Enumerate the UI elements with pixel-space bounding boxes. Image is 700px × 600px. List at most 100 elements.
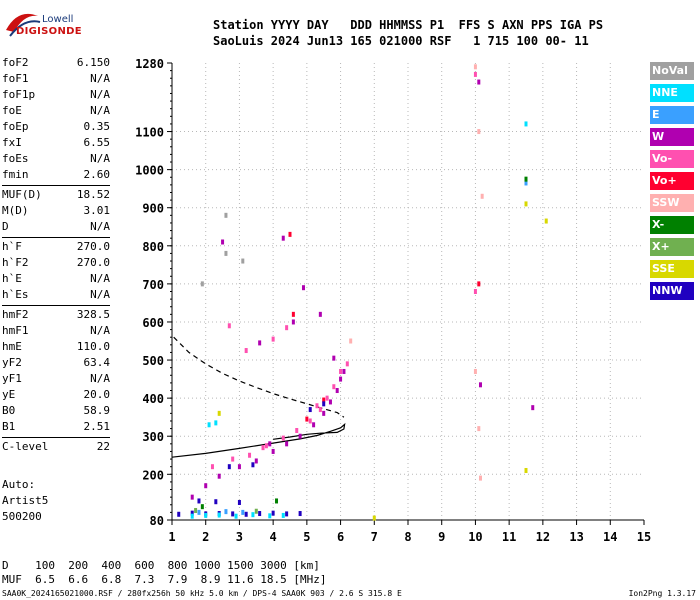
echo-point: [271, 510, 275, 516]
header-values: SaoLuis 2024 Jun13 165 021000 RSF 1 715 …: [213, 34, 589, 48]
echo-point: [214, 420, 218, 426]
y-tick-label: 1100: [135, 126, 164, 140]
param-value: N/A: [90, 272, 110, 285]
echo-point: [298, 433, 302, 439]
legend-item: NNW: [650, 282, 694, 300]
param-value: 270.0: [76, 256, 110, 269]
echo-point: [190, 494, 194, 500]
echo-point: [204, 483, 208, 489]
param-name: h`F: [2, 240, 22, 253]
echo-point: [478, 475, 482, 481]
param-row: foEs N/A: [2, 152, 110, 168]
echo-point: [301, 285, 305, 291]
echo-point: [281, 512, 285, 518]
param-value: 63.4: [83, 356, 111, 369]
echo-point: [477, 79, 481, 85]
param-name: foEp: [2, 120, 29, 133]
param-row: B1 2.51: [2, 420, 110, 436]
echo-point: [217, 473, 221, 479]
echo-point: [190, 513, 194, 519]
y-tick-label: 400: [142, 392, 164, 406]
param-value: 270.0: [76, 240, 110, 253]
echo-point: [197, 509, 201, 515]
y-tick-label: 200: [142, 468, 164, 482]
echo-point: [237, 464, 241, 470]
param-row: h`F 270.0: [2, 240, 110, 256]
param-value: 18.52: [76, 188, 110, 201]
legend-item: X-: [650, 216, 694, 234]
param-name: yF2: [2, 356, 22, 369]
param-value: N/A: [90, 324, 110, 337]
echo-point: [335, 388, 339, 394]
echo-point: [477, 281, 481, 287]
logo-text-top: Lowell: [42, 14, 74, 25]
y-tick-label: 1000: [135, 164, 164, 178]
param-name: C-level: [2, 440, 49, 453]
echo-point: [524, 180, 528, 186]
echo-point: [251, 462, 255, 468]
legend-item: Vo+: [650, 172, 694, 190]
param-value: 3.01: [83, 204, 111, 217]
echo-point: [285, 441, 289, 447]
echo-point: [241, 509, 245, 515]
echo-point: [524, 467, 528, 473]
echo-point: [210, 464, 214, 470]
param-value: 58.9: [83, 404, 111, 417]
y-tick-label: 1280: [135, 57, 164, 71]
profile-curve-solid: [171, 422, 346, 458]
param-row: h`Es N/A: [2, 288, 110, 304]
echo-point: [281, 235, 285, 241]
param-row: M(D) 3.01: [2, 204, 110, 220]
x-tick-label: 14: [603, 530, 617, 544]
echo-point: [473, 64, 477, 70]
x-tick-label: 1: [168, 530, 175, 544]
echo-point: [322, 397, 326, 403]
param-row: yE 20.0: [2, 388, 110, 404]
param-row: fxI 6.55: [2, 136, 110, 152]
x-tick-label: 10: [468, 530, 482, 544]
y-tick-label: 500: [142, 354, 164, 368]
param-value: N/A: [90, 88, 110, 101]
echo-point: [234, 513, 238, 519]
param-row: foE N/A: [2, 104, 110, 120]
param-row: hmF1 N/A: [2, 324, 110, 340]
param-name: yF1: [2, 372, 22, 385]
echo-point: [322, 410, 326, 416]
echo-point: [328, 399, 332, 405]
param-name: foF1: [2, 72, 29, 85]
param-row: yF1 N/A: [2, 372, 110, 388]
echo-point: [271, 448, 275, 454]
echo-point: [231, 511, 235, 517]
param-name: foF1p: [2, 88, 36, 101]
param-separator: [2, 437, 110, 438]
echo-point: [318, 407, 322, 413]
x-tick-label: 7: [371, 530, 378, 544]
param-value: 6.150: [76, 56, 110, 69]
echo-point: [224, 250, 228, 256]
echo-point: [473, 289, 477, 294]
echo-point: [214, 499, 218, 505]
echo-point: [254, 458, 258, 464]
echo-point: [177, 511, 181, 517]
param-value: 20.0: [83, 388, 111, 401]
param-row: h`E N/A: [2, 272, 110, 288]
legend-item: SSW: [650, 194, 694, 212]
x-tick-label: 12: [536, 530, 550, 544]
echo-point: [231, 456, 235, 462]
x-tick-label: 13: [569, 530, 583, 544]
param-name: B1: [2, 420, 16, 433]
param-separator: [2, 185, 110, 186]
echo-point: [268, 513, 272, 519]
param-row: C-level 22: [2, 440, 110, 456]
echo-point: [244, 511, 248, 517]
legend-item: NNE: [650, 84, 694, 102]
y-tick-label: 80: [150, 514, 164, 528]
param-name: fmin: [2, 168, 29, 181]
echo-point: [372, 515, 376, 521]
x-tick-label: 3: [236, 530, 243, 544]
param-separator: [2, 237, 110, 238]
param-row: foF1p N/A: [2, 88, 110, 104]
echo-point: [217, 410, 221, 416]
echo-point: [339, 368, 343, 374]
param-value: N/A: [90, 152, 110, 165]
